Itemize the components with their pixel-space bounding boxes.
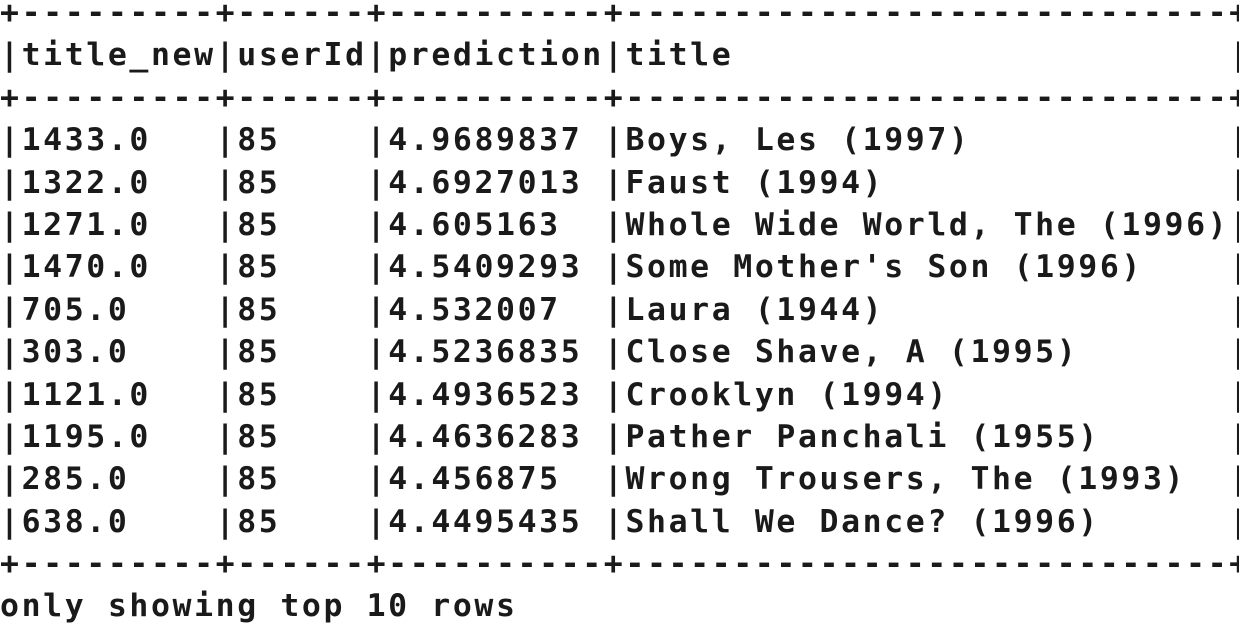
- table-border-top: +---------+------+----------+-----------…: [0, 0, 1239, 31]
- cell-title: Shall We Dance? (1996): [625, 503, 1100, 540]
- cell-title: Faust (1994): [625, 164, 885, 201]
- header-user-id: userId: [237, 37, 367, 74]
- cell-title-new: 1470.0: [21, 249, 151, 286]
- table-row: |705.0 |85 |4.532007 |Laura (1944) |: [0, 291, 1239, 328]
- cell-title: Laura (1944): [625, 291, 885, 328]
- cell-user-id: 85: [237, 376, 281, 413]
- table-row: |1121.0 |85 |4.4936523 |Crooklyn (1994) …: [0, 376, 1239, 413]
- cell-title: Crooklyn (1994): [625, 376, 949, 413]
- cell-title-new: 1271.0: [21, 206, 151, 243]
- cell-title: Pather Panchali (1955): [625, 418, 1100, 455]
- table-row: |638.0 |85 |4.4495435 |Shall We Dance? (…: [0, 503, 1239, 540]
- cell-title-new: 303.0: [21, 334, 130, 371]
- cell-title-new: 1195.0: [21, 418, 151, 455]
- footer-message: only showing top 10 rows: [0, 588, 518, 625]
- cell-title-new: 1121.0: [21, 376, 151, 413]
- table-row: |1322.0 |85 |4.6927013 |Faust (1994) |: [0, 164, 1239, 201]
- cell-prediction: 4.5409293: [388, 249, 583, 286]
- cell-prediction: 4.6927013: [388, 164, 583, 201]
- table-row: |1271.0 |85 |4.605163 |Whole Wide World,…: [0, 206, 1239, 243]
- cell-user-id: 85: [237, 249, 281, 286]
- cell-user-id: 85: [237, 503, 281, 540]
- cell-title-new: 285.0: [21, 461, 130, 498]
- cell-title-new: 1322.0: [21, 164, 151, 201]
- table-row: |1470.0 |85 |4.5409293 |Some Mother's So…: [0, 249, 1239, 286]
- cell-user-id: 85: [237, 164, 281, 201]
- cell-user-id: 85: [237, 291, 281, 328]
- cell-title: Close Shave, A (1995): [625, 334, 1079, 371]
- cell-title: Whole Wide World, The (1996): [625, 206, 1230, 243]
- cell-prediction: 4.5236835: [388, 334, 583, 371]
- cell-title: Some Mother's Son (1996): [625, 249, 1143, 286]
- cell-prediction: 4.4495435: [388, 503, 583, 540]
- header-title-new: title_new: [21, 37, 216, 74]
- header-prediction: prediction: [388, 37, 604, 74]
- header-title: title: [625, 37, 734, 74]
- table-border-bottom: +---------+------+----------+-----------…: [0, 546, 1239, 583]
- table-header-row: |title_new|userId|prediction|title |: [0, 37, 1239, 74]
- cell-prediction: 4.532007: [388, 291, 561, 328]
- table-border-header: +---------+------+----------+-----------…: [0, 79, 1239, 116]
- table-row: |285.0 |85 |4.456875 |Wrong Trousers, Th…: [0, 461, 1239, 498]
- cell-user-id: 85: [237, 418, 281, 455]
- cell-prediction: 4.605163: [388, 206, 561, 243]
- cell-title: Boys, Les (1997): [625, 122, 971, 159]
- cell-title-new: 638.0: [21, 503, 130, 540]
- cell-prediction: 4.9689837: [388, 122, 583, 159]
- cell-user-id: 85: [237, 122, 281, 159]
- cell-user-id: 85: [237, 334, 281, 371]
- cell-prediction: 4.4636283: [388, 418, 583, 455]
- cell-user-id: 85: [237, 206, 281, 243]
- table-row: |303.0 |85 |4.5236835 |Close Shave, A (1…: [0, 334, 1239, 371]
- cell-prediction: 4.456875: [388, 461, 561, 498]
- cell-title-new: 705.0: [21, 291, 130, 328]
- table-row: |1433.0 |85 |4.9689837 |Boys, Les (1997)…: [0, 122, 1239, 159]
- cell-user-id: 85: [237, 461, 281, 498]
- cell-title-new: 1433.0: [21, 122, 151, 159]
- table-row: |1195.0 |85 |4.4636283 |Pather Panchali …: [0, 418, 1239, 455]
- cell-title: Wrong Trousers, The (1993): [625, 461, 1187, 498]
- cell-prediction: 4.4936523: [388, 376, 583, 413]
